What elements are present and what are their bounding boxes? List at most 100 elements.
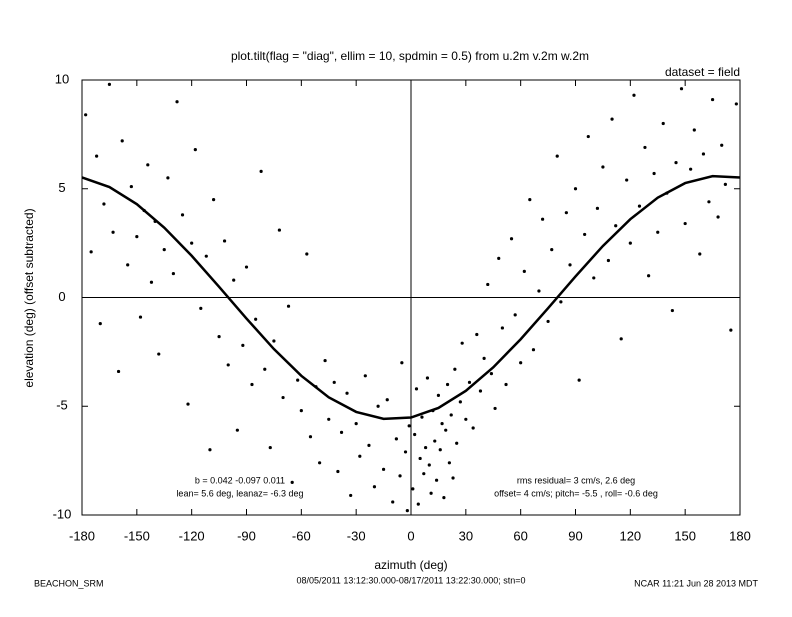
- point: [414, 387, 419, 391]
- point: [175, 100, 179, 104]
- point: [166, 176, 170, 180]
- point: [674, 161, 678, 165]
- point: [610, 117, 614, 121]
- point: [720, 143, 724, 147]
- point: [606, 258, 611, 263]
- point: [190, 241, 194, 245]
- point: [531, 348, 536, 352]
- x-tick-label: 180: [729, 528, 751, 543]
- point: [413, 432, 417, 437]
- point: [217, 335, 221, 339]
- point: [403, 450, 408, 454]
- point: [281, 395, 285, 400]
- point: [367, 443, 371, 447]
- point: [729, 328, 733, 332]
- x-tick-label: -90: [237, 528, 256, 543]
- point: [290, 480, 294, 484]
- point: [429, 491, 433, 495]
- point: [381, 467, 386, 471]
- point: [500, 326, 504, 330]
- point: [400, 361, 404, 365]
- point: [193, 148, 197, 152]
- point: [305, 252, 309, 256]
- point: [486, 282, 490, 287]
- point: [250, 382, 254, 387]
- point: [444, 428, 448, 432]
- point: [710, 97, 715, 102]
- annotation: b = 0.042 -0.097 0.011: [195, 475, 285, 485]
- y-tick-label: 0: [58, 289, 65, 304]
- point: [453, 367, 457, 371]
- point: [661, 121, 665, 126]
- point: [345, 391, 349, 395]
- point: [601, 165, 605, 169]
- point: [259, 169, 263, 173]
- point: [436, 393, 441, 397]
- point: [157, 352, 161, 356]
- point: [595, 206, 600, 210]
- x-tick-label: -180: [69, 528, 95, 543]
- y-tick-label: 5: [58, 180, 65, 195]
- y-tick-label: 10: [55, 71, 69, 86]
- point: [555, 154, 559, 158]
- point: [723, 182, 727, 186]
- point: [226, 363, 230, 367]
- point: [204, 254, 208, 258]
- point: [628, 241, 632, 245]
- point: [493, 406, 497, 411]
- point: [583, 232, 587, 237]
- point: [186, 402, 190, 406]
- point: [422, 472, 426, 476]
- point: [180, 213, 185, 217]
- point: [120, 139, 124, 143]
- point: [497, 256, 501, 260]
- point: [232, 278, 236, 282]
- point: [244, 265, 249, 269]
- point: [471, 426, 475, 430]
- y-tick-label: -5: [56, 398, 68, 413]
- x-tick-label: 120: [619, 528, 641, 543]
- point: [670, 308, 674, 313]
- point: [391, 500, 395, 504]
- point: [447, 461, 451, 465]
- point: [199, 306, 203, 310]
- point: [146, 163, 150, 167]
- point: [577, 378, 581, 382]
- point: [354, 422, 358, 426]
- point: [126, 263, 130, 267]
- point: [522, 269, 526, 273]
- x-tick-label: -30: [347, 528, 366, 543]
- point: [550, 248, 554, 252]
- x-tick-label: 90: [568, 528, 582, 543]
- point: [171, 271, 175, 276]
- point: [323, 358, 327, 363]
- point: [296, 378, 300, 382]
- point: [449, 413, 453, 417]
- point: [411, 487, 415, 491]
- point: [643, 145, 647, 150]
- x-tick-label: -60: [292, 528, 311, 543]
- point: [418, 456, 422, 461]
- point: [509, 237, 514, 241]
- point: [425, 376, 430, 380]
- point: [241, 343, 245, 347]
- point: [427, 463, 431, 467]
- point: [701, 152, 706, 156]
- point: [445, 382, 450, 387]
- point: [405, 509, 409, 513]
- point: [222, 239, 227, 243]
- point: [734, 102, 738, 106]
- point: [679, 87, 684, 91]
- point: [656, 230, 660, 234]
- point: [376, 404, 380, 408]
- point: [433, 439, 437, 443]
- point: [614, 224, 618, 228]
- footer: NCAR 11:21 Jun 28 2013 MDT: [634, 578, 758, 588]
- x-tick-label: -150: [124, 528, 150, 543]
- point: [149, 280, 154, 284]
- chart-title: plot.tilt(flag = "diag", ellim = 10, spd…: [231, 49, 589, 63]
- point: [385, 398, 389, 402]
- point: [336, 469, 340, 474]
- point: [573, 187, 578, 191]
- point: [358, 454, 362, 458]
